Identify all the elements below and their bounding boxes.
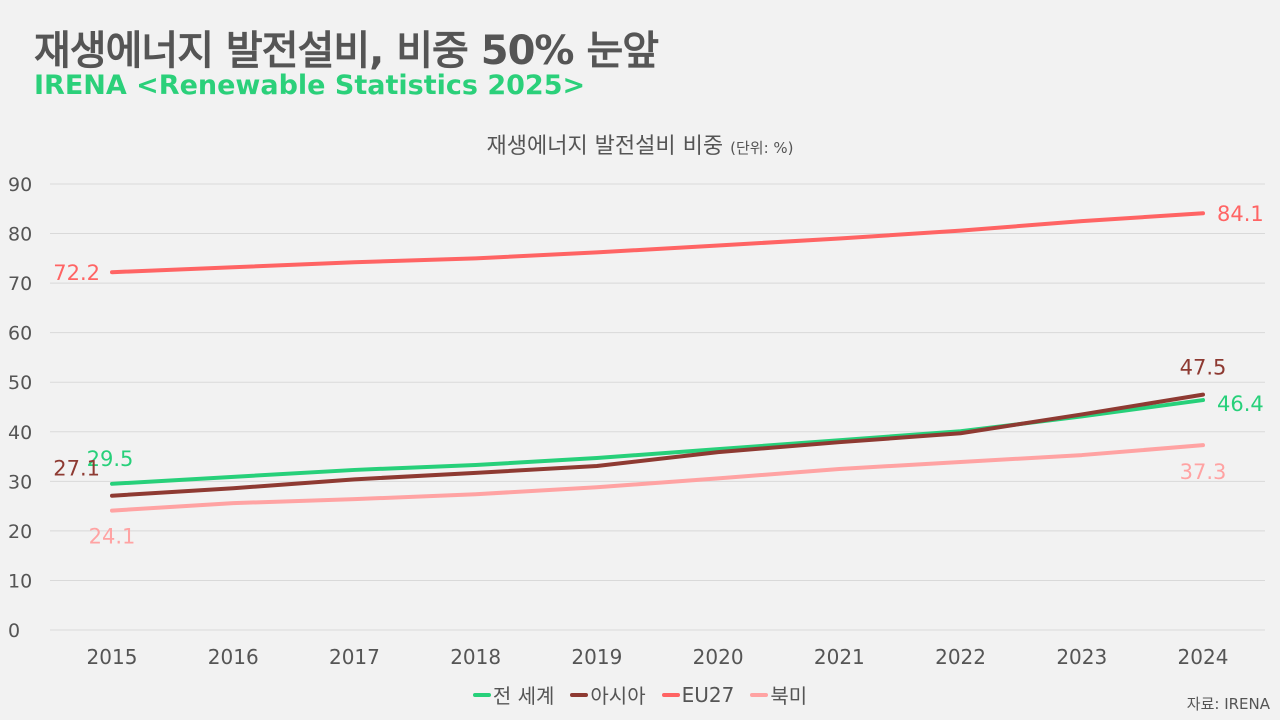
x-tick-label: 2019	[571, 645, 622, 669]
series-line-2	[110, 211, 1205, 275]
y-tick-label: 0	[8, 620, 20, 642]
data-label-end: 47.5	[1180, 356, 1227, 380]
y-tick-label: 70	[8, 273, 32, 295]
x-tick-label: 2022	[935, 645, 986, 669]
legend-swatch	[750, 692, 769, 697]
legend: 전 세계 아시아 EU27 북미	[0, 680, 1280, 709]
x-tick-label: 2015	[87, 645, 138, 669]
source-note: 자료: IRENA	[1186, 695, 1270, 713]
x-tick-label: 2016	[208, 645, 259, 669]
legend-swatch	[472, 692, 491, 697]
page-subtitle: IRENA <Renewable Statistics 2025>	[34, 70, 586, 101]
chart-title-text: 재생에너지 발전설비 비중	[486, 134, 724, 159]
legend-item: 북미	[750, 680, 807, 709]
y-tick-label: 50	[8, 372, 32, 394]
y-tick-label: 30	[8, 471, 32, 493]
data-label-end: 37.3	[1180, 460, 1227, 484]
legend-label: 아시아	[590, 684, 646, 708]
legend-label: 전 세계	[492, 684, 555, 708]
data-label-end: 46.4	[1217, 392, 1264, 416]
chart-unit: (단위: %)	[730, 139, 794, 157]
legend-swatch	[661, 692, 680, 697]
x-tick-label: 2018	[450, 645, 501, 669]
legend-swatch	[570, 692, 589, 697]
y-tick-label: 60	[8, 323, 32, 345]
x-tick-label: 2024	[1178, 645, 1229, 669]
x-tick-label: 2020	[693, 645, 744, 669]
y-tick-label: 80	[8, 224, 32, 246]
y-tick-label: 20	[8, 521, 32, 543]
y-tick-label: 90	[8, 174, 32, 196]
x-tick-label: 2017	[329, 645, 380, 669]
legend-label: 북미	[770, 684, 808, 708]
legend-item: EU27	[661, 680, 735, 709]
x-tick-label: 2021	[814, 645, 865, 669]
data-label-start: 72.2	[53, 261, 100, 285]
series-line-3	[110, 443, 1205, 513]
data-label-start: 29.5	[87, 447, 134, 471]
series-line-0	[110, 398, 1205, 486]
x-tick-label: 2023	[1056, 645, 1107, 669]
y-tick-label: 40	[8, 422, 32, 444]
series-line-1	[110, 392, 1205, 498]
data-label-start: 24.1	[89, 525, 136, 549]
data-label-end: 84.1	[1217, 202, 1264, 226]
legend-item: 아시아	[570, 680, 646, 709]
legend-label: EU27	[681, 682, 735, 707]
y-tick-label: 10	[8, 570, 32, 592]
page-title: 재생에너지 발전설비, 비중 50% 눈앞	[34, 28, 659, 74]
legend-item: 전 세계	[472, 680, 555, 709]
chart-title: 재생에너지 발전설비 비중 (단위: %)	[0, 128, 1280, 160]
data-label-start: 27.1	[53, 457, 100, 481]
